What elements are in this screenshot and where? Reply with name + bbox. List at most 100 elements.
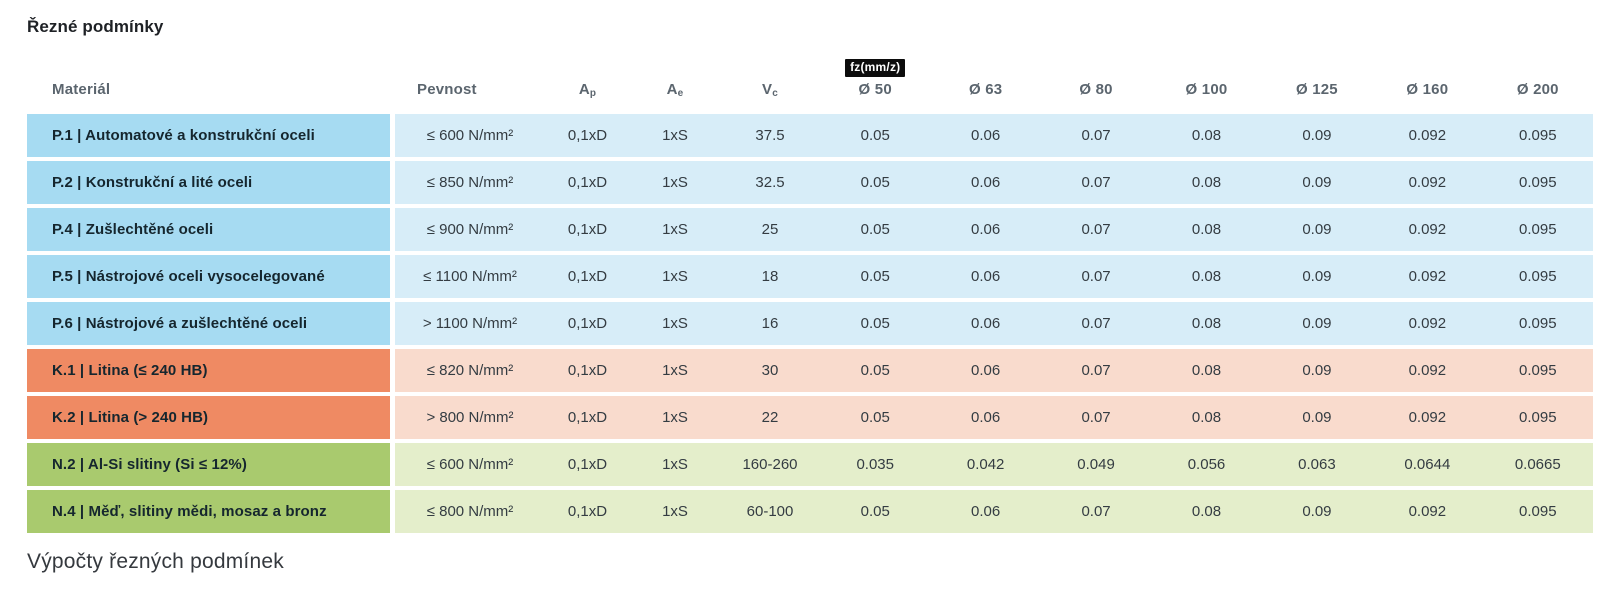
ae-cell: 1xS (630, 161, 720, 204)
ap-cell: 0,1xD (545, 161, 630, 204)
material-cell: N.4 | Měď, slitiny mědi, mosaz a bronz (27, 490, 390, 533)
material-cell: P.2 | Konstrukční a lité oceli (27, 161, 390, 204)
ap-subscript: p (589, 88, 597, 99)
fz-cell-d125: 0.09 (1261, 114, 1373, 157)
fz-cell-d50: 0.05 (820, 161, 931, 204)
fz-cell-d125: 0.09 (1261, 208, 1373, 251)
material-cell: K.1 | Litina (≤ 240 HB) (27, 349, 390, 392)
fz-cell-d160: 0.092 (1372, 161, 1483, 204)
fz-unit-badge: fz(mm/z) (845, 59, 906, 77)
pevnost-cell: > 800 N/mm² (395, 396, 545, 439)
fz-cell-d160: 0.092 (1372, 114, 1483, 157)
fz-cell-d63: 0.06 (930, 208, 1041, 251)
fz-cell-d80: 0.07 (1040, 396, 1152, 439)
fz-cell-d63: 0.06 (930, 255, 1041, 298)
ae-cell: 1xS (630, 208, 720, 251)
ap-cell: 0,1xD (545, 302, 630, 345)
fz-cell-d80: 0.07 (1040, 302, 1152, 345)
fz-cell-d80: 0.07 (1040, 161, 1152, 204)
page-title: Řezné podmínky (27, 17, 164, 36)
pevnost-cell: ≤ 600 N/mm² (395, 443, 545, 486)
fz-cell-d63: 0.06 (930, 396, 1041, 439)
pevnost-cell: ≤ 820 N/mm² (395, 349, 545, 392)
fz-cell-d100: 0.08 (1151, 114, 1262, 157)
ap-cell: 0,1xD (545, 490, 630, 533)
column-header-pevnost: Pevnost (417, 81, 477, 98)
vc-subscript: c (772, 88, 778, 99)
fz-cell-d125: 0.09 (1261, 349, 1373, 392)
fz-cell-d100: 0.08 (1151, 349, 1262, 392)
ae-cell: 1xS (630, 490, 720, 533)
ap-cell: 0,1xD (545, 396, 630, 439)
fz-cell-d125: 0.09 (1261, 161, 1373, 204)
fz-cell-d125: 0.063 (1261, 443, 1373, 486)
table-row: N.4 | Měď, slitiny mědi, mosaz a bronz ≤… (27, 490, 1593, 533)
pevnost-cell: ≤ 1100 N/mm² (395, 255, 545, 298)
fz-cell-d200: 0.095 (1482, 161, 1593, 204)
ap-cell: 0,1xD (545, 443, 630, 486)
row-column-gap (390, 349, 395, 392)
table-row: P.2 | Konstrukční a lité oceli ≤ 850 N/m… (27, 161, 1593, 204)
fz-cell-d160: 0.092 (1372, 396, 1483, 439)
fz-cell-d200: 0.095 (1482, 255, 1593, 298)
fz-cell-d50: 0.035 (820, 443, 931, 486)
ap-cell: 0,1xD (545, 208, 630, 251)
vc-cell: 30 (720, 349, 820, 392)
fz-cell-d100: 0.056 (1151, 443, 1262, 486)
row-column-gap (390, 114, 395, 157)
fz-cell-d125: 0.09 (1261, 302, 1373, 345)
fz-cell-d63: 0.06 (930, 114, 1041, 157)
table-body: P.1 | Automatové a konstrukční oceli ≤ 6… (27, 114, 1593, 533)
vc-cell: 37.5 (720, 114, 820, 157)
fz-cell-d200: 0.095 (1482, 396, 1593, 439)
fz-cell-d63: 0.06 (930, 302, 1041, 345)
table-row: P.6 | Nástrojové a zušlechtěné oceli > 1… (27, 302, 1593, 345)
fz-cell-d100: 0.08 (1151, 396, 1262, 439)
fz-cell-d160: 0.092 (1372, 208, 1483, 251)
fz-cell-d63: 0.042 (930, 443, 1041, 486)
vc-cell: 60-100 (720, 490, 820, 533)
row-column-gap (390, 443, 395, 486)
material-cell: K.2 | Litina (> 240 HB) (27, 396, 390, 439)
material-cell: P.1 | Automatové a konstrukční oceli (27, 114, 390, 157)
column-header-d160: Ø 160 (1406, 81, 1449, 98)
fz-cell-d200: 0.095 (1482, 349, 1593, 392)
table-row: P.4 | Zušlechtěné oceli ≤ 900 N/mm² 0,1x… (27, 208, 1593, 251)
fz-cell-d80: 0.049 (1040, 443, 1152, 486)
fz-cell-d63: 0.06 (930, 349, 1041, 392)
fz-cell-d200: 0.095 (1482, 114, 1593, 157)
fz-cell-d50: 0.05 (820, 255, 931, 298)
fz-cell-d50: 0.05 (820, 349, 931, 392)
fz-cell-d125: 0.09 (1261, 255, 1373, 298)
fz-cell-d50: 0.05 (820, 396, 931, 439)
ae-cell: 1xS (630, 255, 720, 298)
column-header-d100: Ø 100 (1185, 81, 1228, 98)
fz-cell-d160: 0.0644 (1372, 443, 1483, 486)
ae-cell: 1xS (630, 349, 720, 392)
ap-cell: 0,1xD (545, 349, 630, 392)
table-row: P.1 | Automatové a konstrukční oceli ≤ 6… (27, 114, 1593, 157)
fz-cell-d80: 0.07 (1040, 490, 1152, 533)
column-header-d80: Ø 80 (1079, 81, 1113, 98)
vc-cell: 25 (720, 208, 820, 251)
material-cell: N.2 | Al-Si slitiny (Si ≤ 12%) (27, 443, 390, 486)
ae-symbol: A (666, 81, 678, 98)
vc-cell: 32.5 (720, 161, 820, 204)
pevnost-cell: ≤ 850 N/mm² (395, 161, 545, 204)
vc-cell: 16 (720, 302, 820, 345)
fz-cell-d80: 0.07 (1040, 208, 1152, 251)
fz-cell-d125: 0.09 (1261, 396, 1373, 439)
pevnost-cell: ≤ 600 N/mm² (395, 114, 545, 157)
column-header-d63: Ø 63 (968, 81, 1003, 98)
fz-cell-d63: 0.06 (930, 490, 1041, 533)
vc-cell: 22 (720, 396, 820, 439)
ap-cell: 0,1xD (545, 255, 630, 298)
table-row: K.2 | Litina (> 240 HB) > 800 N/mm² 0,1x… (27, 396, 1593, 439)
row-column-gap (390, 396, 395, 439)
material-cell: P.6 | Nástrojové a zušlechtěné oceli (27, 302, 390, 345)
ae-cell: 1xS (630, 302, 720, 345)
